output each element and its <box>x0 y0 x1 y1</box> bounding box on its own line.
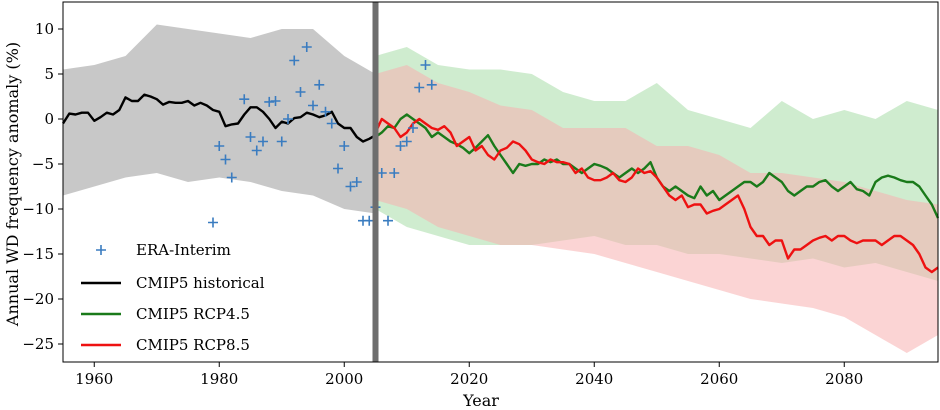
y-axis: 10 5 0 −5 −10 −15 −20 −25 <box>22 20 63 353</box>
era-point <box>214 141 225 151</box>
series-line-historical <box>61 93 377 143</box>
x-tick-label: 2000 <box>325 370 363 388</box>
era-point <box>351 177 362 187</box>
era-point <box>301 42 312 52</box>
y-tick-label: −15 <box>22 245 54 263</box>
era-point <box>426 79 437 90</box>
x-tick-label: 2080 <box>825 370 863 388</box>
x-tick-label: 1980 <box>200 370 238 388</box>
x-axis: 1960 1980 2000 2020 2040 2060 2080 <box>75 362 863 388</box>
band-rcp85 <box>375 65 938 353</box>
era-point <box>389 168 400 178</box>
era-point <box>314 79 325 90</box>
legend-label: CMIP5 historical <box>136 274 265 292</box>
era-point <box>308 100 318 111</box>
y-tick-label: −5 <box>32 155 54 173</box>
series-line-rcp85 <box>374 117 939 274</box>
x-tick-label: 1960 <box>75 370 113 388</box>
era-point <box>408 123 418 133</box>
y-tick-label: −20 <box>22 290 54 308</box>
era-point <box>289 55 300 66</box>
legend-label: ERA-Interim <box>136 241 231 259</box>
series-lines <box>61 93 940 274</box>
era-point <box>264 96 275 107</box>
era-point <box>420 60 431 70</box>
era-point <box>283 114 293 124</box>
era-point <box>326 118 337 129</box>
uncertainty-bands <box>63 24 938 353</box>
era-point <box>345 181 356 192</box>
plot-frame <box>62 1 939 363</box>
y-axis-title: Annual WD frequency anomaly (%) <box>3 42 22 327</box>
y-tick-label: 10 <box>35 20 54 38</box>
legend-marker-era <box>96 245 106 255</box>
era-point <box>333 163 343 174</box>
era-point <box>245 132 256 142</box>
legend: ERA-Interim CMIP5 historical CMIP5 RCP4.5 C… <box>81 241 265 354</box>
x-tick-label: 2020 <box>450 370 488 388</box>
y-tick-label: −10 <box>22 200 54 218</box>
era-point <box>383 215 393 226</box>
era-point <box>208 217 218 228</box>
era-point <box>401 136 412 147</box>
era-point <box>220 154 231 165</box>
y-tick-label: −25 <box>22 335 54 353</box>
era-point <box>226 172 237 183</box>
legend-label: CMIP5 RCP8.5 <box>136 336 250 354</box>
era-point <box>270 96 281 106</box>
era-point <box>320 106 331 117</box>
era-point <box>395 141 406 151</box>
y-tick-label: 5 <box>44 65 54 83</box>
legend-label: CMIP5 RCP4.5 <box>136 305 250 323</box>
y-tick-label: 0 <box>44 110 54 128</box>
era-point <box>414 82 425 93</box>
x-tick-label: 2060 <box>700 370 738 388</box>
era-point <box>258 136 268 147</box>
era-point <box>339 141 350 151</box>
x-tick-label: 2040 <box>575 370 613 388</box>
era-point <box>276 136 287 147</box>
era-interim-points <box>208 42 437 228</box>
era-point <box>239 94 250 105</box>
band-historical <box>63 24 376 214</box>
era-point <box>251 145 262 156</box>
era-point <box>295 87 306 97</box>
x-axis-title: Year <box>462 391 499 410</box>
